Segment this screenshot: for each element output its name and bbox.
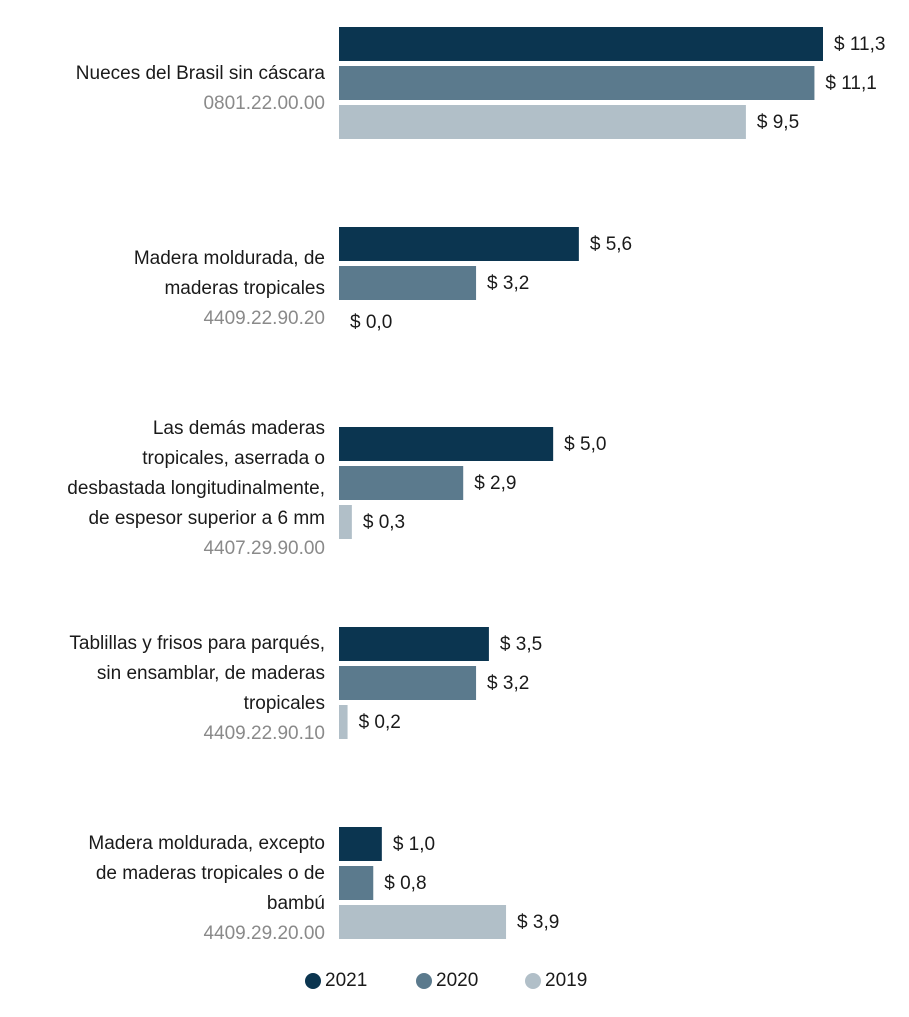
bar: [339, 105, 746, 139]
category-code: 4409.29.20.00: [203, 923, 325, 944]
category-label: maderas tropicales: [164, 278, 325, 299]
value-label: $ 0,0: [350, 312, 392, 333]
category-label: Madera moldurada, de: [134, 248, 325, 269]
category-label: Las demás maderas: [153, 418, 325, 439]
legend-marker: [305, 973, 321, 989]
legend-label: 2021: [325, 970, 367, 991]
category-label: Madera moldurada, excepto: [88, 833, 325, 854]
bar: [339, 905, 507, 939]
value-label: $ 3,9: [517, 912, 559, 933]
value-label: $ 0,8: [384, 873, 426, 894]
legend-marker: [525, 973, 541, 989]
legend-label: 2020: [436, 970, 478, 991]
value-label: $ 5,0: [564, 434, 606, 455]
bar: [339, 627, 489, 661]
category-label: de espesor superior a 6 mm: [88, 508, 325, 529]
value-label: $ 9,5: [757, 112, 799, 133]
category-code: 4409.22.90.10: [203, 723, 325, 744]
bar: [339, 505, 352, 539]
value-label: $ 0,2: [359, 712, 401, 733]
value-label: $ 3,2: [487, 273, 529, 294]
bar: [339, 666, 477, 700]
legend-marker: [416, 973, 432, 989]
category-label: tropicales, aserrada o: [142, 448, 325, 469]
category-code: 4407.29.90.00: [203, 538, 325, 559]
category-label: tropicales: [244, 693, 325, 714]
category-code: 4409.22.90.20: [203, 308, 325, 329]
category-label: bambú: [267, 893, 325, 914]
legend-label: 2019: [545, 970, 587, 991]
bar: [339, 827, 382, 861]
bar: [339, 705, 348, 739]
category-label: Nueces del Brasil sin cáscara: [76, 63, 326, 84]
bar: [339, 27, 823, 61]
bar: [339, 227, 579, 261]
bar: [339, 466, 464, 500]
value-label: $ 1,0: [393, 834, 435, 855]
value-label: $ 5,6: [590, 234, 632, 255]
value-label: $ 3,2: [487, 673, 529, 694]
category-label: sin ensamblar, de maderas: [97, 663, 325, 684]
bar: [339, 266, 477, 300]
value-label: $ 2,9: [474, 473, 516, 494]
category-label: Tablillas y frisos para parqués,: [69, 633, 325, 654]
value-label: $ 11,3: [834, 34, 885, 55]
value-label: $ 0,3: [363, 512, 405, 533]
category-label: de maderas tropicales o de: [96, 863, 325, 884]
value-label: $ 11,1: [825, 73, 876, 94]
bar: [339, 427, 554, 461]
category-label: desbastada longitudinalmente,: [67, 478, 325, 499]
bar: [339, 66, 815, 100]
category-code: 0801.22.00.00: [203, 93, 325, 114]
value-label: $ 3,5: [500, 634, 542, 655]
bar: [339, 866, 374, 900]
